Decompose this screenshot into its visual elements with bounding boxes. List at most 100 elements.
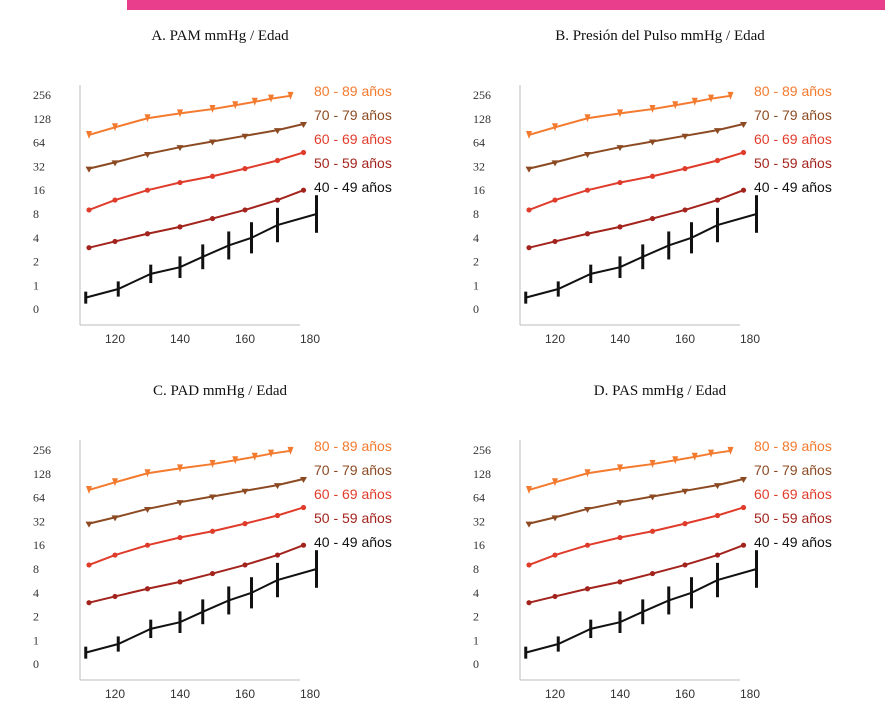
- legend-label: 80 - 89 años: [754, 438, 832, 454]
- x-tick-label: 160: [235, 332, 255, 346]
- data-point: [649, 494, 656, 501]
- data-point: [300, 187, 307, 193]
- series-line: [528, 151, 744, 211]
- data-point: [111, 515, 119, 522]
- data-point: [552, 123, 558, 132]
- data-point: [209, 494, 216, 501]
- y-tick-label: 256: [473, 443, 491, 457]
- data-point: [242, 521, 248, 527]
- y-tick-label: 128: [33, 112, 51, 126]
- x-tick-label: 160: [675, 687, 695, 701]
- legend-label: 60 - 69 años: [754, 486, 832, 502]
- data-point: [300, 122, 307, 129]
- x-tick-label: 120: [545, 687, 565, 701]
- data-point: [584, 114, 591, 123]
- data-point: [584, 469, 591, 478]
- y-tick-label: 64: [473, 136, 485, 150]
- data-point: [617, 464, 623, 473]
- series-line: [525, 213, 757, 299]
- data-point: [649, 105, 656, 114]
- y-tick-label: 8: [473, 562, 479, 576]
- data-point: [274, 128, 281, 135]
- y-tick-label: 256: [33, 443, 51, 457]
- y-tick-label: 2: [33, 255, 39, 269]
- data-point: [727, 446, 734, 455]
- legend-label: 40 - 49 años: [314, 179, 392, 195]
- chart-title: D. PAS mmHg / Edad: [593, 383, 727, 399]
- data-point: [617, 224, 623, 230]
- data-point: [242, 207, 248, 213]
- chart-plot: 0 1 2 4 8 16 32 64 128 256 120 140 160 180 80 - 89 año…: [33, 83, 392, 346]
- x-tick-label: 140: [610, 687, 630, 701]
- data-point: [584, 187, 591, 193]
- series-line: [528, 478, 744, 525]
- data-point: [740, 504, 747, 511]
- y-tick-label: 0: [473, 657, 479, 671]
- data-point: [274, 157, 281, 164]
- y-tick-label: 8: [33, 207, 39, 221]
- data-point: [649, 139, 656, 146]
- data-point: [232, 456, 239, 465]
- data-point: [209, 105, 216, 114]
- legend-label: 70 - 79 años: [314, 107, 392, 123]
- series-line: [528, 506, 744, 566]
- data-point: [740, 122, 747, 129]
- y-tick-label: 4: [33, 586, 39, 600]
- y-tick-label: 1: [33, 278, 39, 292]
- data-point: [617, 534, 623, 541]
- chart-title: A. PAM mmHg / Edad: [151, 28, 289, 44]
- data-point: [242, 166, 248, 172]
- data-point: [111, 160, 119, 167]
- y-tick-label: 1: [473, 278, 479, 292]
- chart-panel-b: B. Presión del Pulso mmHg / Edad 0 1 2 4 8 16…: [440, 0, 880, 346]
- data-point: [681, 133, 689, 140]
- data-point: [617, 109, 623, 118]
- data-point: [112, 238, 118, 245]
- series-line: [88, 449, 291, 491]
- data-point: [525, 521, 533, 528]
- chart-panel-c: C. PAD mmHg / Edad 0 1 2 4 8 16 32 64 128 256 120 1…: [0, 355, 440, 701]
- data-point: [682, 166, 688, 172]
- x-tick-label: 140: [610, 332, 630, 346]
- series-line: [88, 94, 291, 136]
- data-point: [177, 579, 183, 585]
- legend-label: 60 - 69 años: [754, 131, 832, 147]
- data-point: [85, 166, 93, 173]
- y-tick-label: 64: [33, 491, 45, 505]
- data-point: [584, 151, 591, 158]
- series-line: [528, 123, 744, 170]
- data-point: [144, 506, 151, 513]
- data-point: [714, 128, 721, 135]
- series-line: [528, 449, 731, 491]
- x-tick-label: 120: [105, 687, 125, 701]
- data-point: [714, 157, 721, 164]
- x-tick-label: 180: [300, 332, 320, 346]
- data-point: [584, 231, 591, 237]
- data-point: [176, 145, 184, 152]
- data-point: [616, 500, 624, 507]
- data-point: [727, 91, 734, 100]
- data-point: [526, 207, 532, 213]
- x-tick-label: 180: [740, 332, 760, 346]
- data-point: [551, 515, 559, 522]
- data-point: [552, 238, 558, 245]
- data-point: [300, 149, 307, 156]
- data-point: [740, 187, 747, 193]
- data-point: [86, 562, 92, 568]
- y-tick-label: 16: [33, 183, 45, 197]
- y-tick-label: 128: [473, 112, 491, 126]
- y-tick-label: 2: [473, 255, 479, 269]
- y-tick-label: 0: [33, 302, 39, 316]
- chart-panel-a: A. PAM mmHg / Edad 0 1 2 4 8 16 32 64 128 256 120 1…: [0, 0, 440, 346]
- data-point: [268, 449, 274, 458]
- y-tick-label: 0: [473, 302, 479, 316]
- x-tick-label: 140: [170, 687, 190, 701]
- y-tick-label: 1: [473, 633, 479, 647]
- data-point: [740, 542, 747, 548]
- chart-title: C. PAD mmHg / Edad: [152, 383, 288, 399]
- x-tick-label: 160: [235, 687, 255, 701]
- x-tick-label: 120: [105, 332, 125, 346]
- legend-label: 50 - 59 años: [314, 155, 392, 171]
- x-tick-label: 140: [170, 332, 190, 346]
- y-tick-label: 32: [473, 159, 485, 173]
